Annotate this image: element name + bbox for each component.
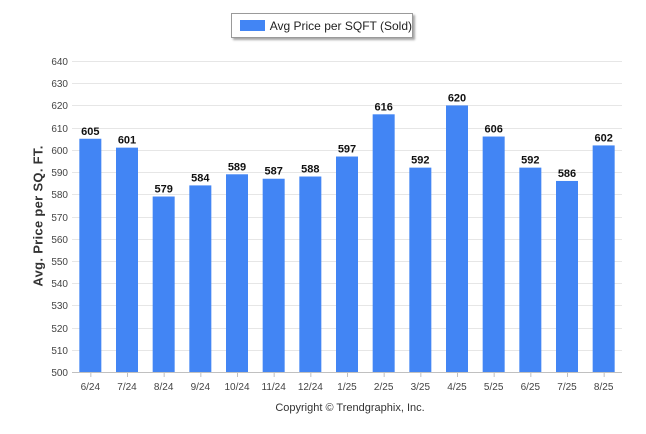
bar [409,167,432,372]
y-tick-label: 610 [51,124,68,135]
bar [592,145,615,372]
x-tick-label: 8/24 [154,382,174,393]
chart-legend[interactable]: Avg Price per SQFT (Sold) [231,13,413,38]
x-tick-label: 3/25 [411,382,431,393]
x-tick-label: 2/25 [374,382,394,393]
bar [556,180,578,372]
bar [116,147,138,372]
x-tick-label: 5/25 [484,382,504,393]
data-label: 579 [154,184,172,196]
data-label: 592 [411,155,429,167]
data-label: 588 [301,164,319,176]
data-label: 592 [521,155,539,167]
data-label: 584 [191,172,210,184]
y-tick-label: 620 [51,101,68,112]
y-tick-label: 560 [51,235,68,246]
x-tick-label: 8/25 [594,382,614,393]
bar [79,138,102,372]
bar [189,185,212,372]
y-tick-label: 520 [51,324,68,335]
y-tick-label: 550 [51,257,68,268]
bar [152,196,175,372]
data-label: 606 [484,124,502,136]
x-tick-label: 12/24 [298,382,323,393]
y-tick-label: 630 [51,79,68,90]
bar [262,178,285,372]
data-label: 620 [448,92,466,104]
x-tick-label: 6/25 [521,382,541,393]
bar [336,156,358,372]
y-tick-label: 540 [51,279,68,290]
data-label: 601 [118,135,136,147]
bar [299,176,322,372]
y-tick-label: 510 [51,346,68,357]
x-tick-label: 9/24 [191,382,211,393]
legend-swatch [240,20,265,31]
data-label: 602 [594,132,612,144]
bar [446,105,468,372]
data-label: 586 [558,168,576,180]
bar [482,136,505,372]
data-label: 589 [228,161,246,173]
y-tick-label: 600 [51,146,68,157]
x-tick-label: 11/24 [262,382,287,393]
bar [372,114,395,373]
data-label: 616 [374,101,392,113]
x-tick-label: 7/25 [557,382,577,393]
y-tick-label: 640 [51,57,68,68]
y-tick-label: 590 [51,168,68,179]
bar [226,174,248,372]
x-tick-label: 7/24 [117,382,137,393]
x-tick-label: 1/25 [337,382,357,393]
data-label: 587 [264,166,282,178]
legend-label: Avg Price per SQFT (Sold) [269,18,412,33]
y-tick-label: 580 [51,190,68,201]
data-label: 597 [338,144,356,156]
bar [519,167,542,372]
data-label: 605 [81,126,99,138]
y-tick-label: 570 [51,213,68,224]
y-tick-label: 530 [51,301,68,312]
x-tick-label: 4/25 [447,382,467,393]
y-axis-label: Avg. Price per SQ. FT. [30,145,46,287]
copyright-text: Copyright © Trendgraphix, Inc. [275,402,425,414]
x-tick-label: 10/24 [224,382,249,393]
y-tick-label: 500 [51,368,68,379]
x-tick-label: 6/24 [81,382,101,393]
